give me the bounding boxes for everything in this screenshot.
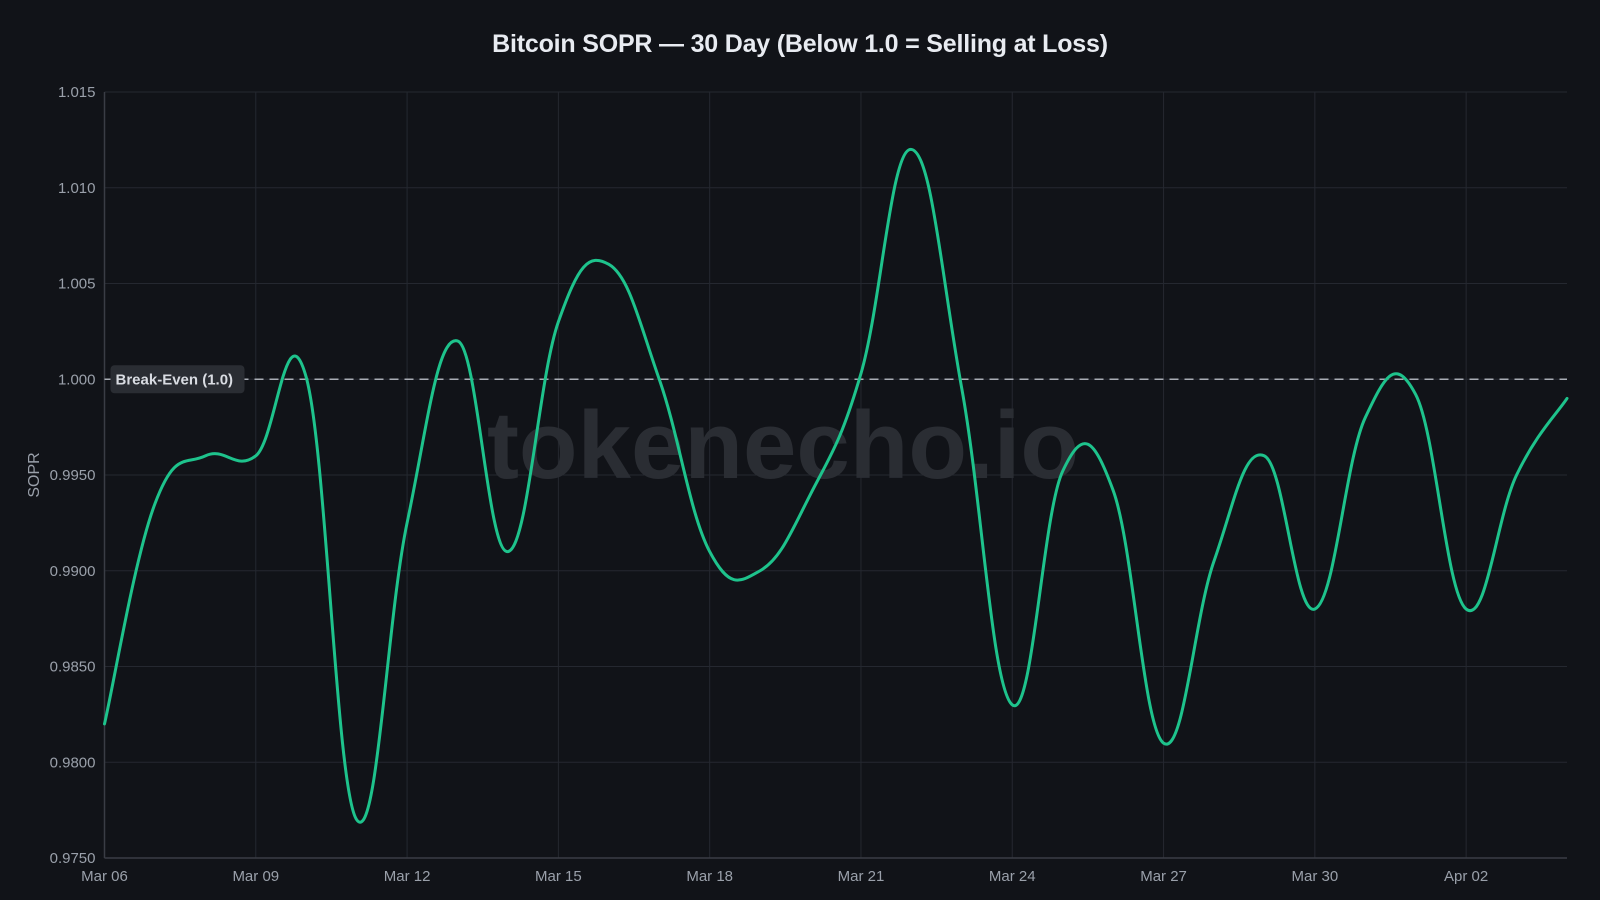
y-tick-label: 1.000 [58, 371, 96, 388]
watermark: tokenecho.io [487, 392, 1079, 499]
y-tick-label: 0.9950 [50, 467, 96, 484]
y-axis-ticks: 0.9750 0.9800 0.9850 0.9900 0.9950 1.000 1.005… [50, 84, 96, 867]
y-tick-label: 0.9900 [50, 563, 96, 580]
sopr-series-line [103, 147, 1569, 824]
chart-title: Bitcoin SOPR — 30 Day (Below 1.0 = Selli… [492, 30, 1108, 58]
x-tick-label: Mar 12 [384, 868, 431, 885]
y-tick-label: 0.9750 [50, 850, 96, 867]
axes [103, 92, 1567, 859]
x-tick-label: Mar 09 [232, 868, 279, 885]
y-tick-label: 1.015 [58, 84, 96, 101]
x-tick-label: Mar 27 [1140, 868, 1187, 885]
y-tick-label: 1.010 [58, 180, 96, 197]
break-even-reference: Break-Even (1.0) [104, 365, 1567, 394]
x-tick-label: Mar 18 [686, 868, 733, 885]
x-tick-label: Mar 21 [838, 868, 885, 885]
y-tick-label: 0.9850 [50, 659, 96, 676]
x-tick-label: Mar 15 [535, 868, 582, 885]
y-axis-label: SOPR [26, 452, 43, 497]
break-even-label-box [110, 365, 245, 394]
x-tick-label: Apr 02 [1444, 868, 1488, 885]
x-tick-label: Mar 30 [1292, 868, 1339, 885]
y-tick-label: 1.005 [58, 276, 96, 293]
x-axis-ticks: Mar 06 Mar 09 Mar 12 Mar 15 Mar 18 Mar 21 Mar … [81, 868, 1488, 885]
y-tick-label: 0.9800 [50, 754, 96, 771]
x-tick-label: Mar 06 [81, 868, 128, 885]
x-tick-label: Mar 24 [989, 868, 1036, 885]
break-even-label: Break-Even (1.0) [116, 371, 234, 388]
